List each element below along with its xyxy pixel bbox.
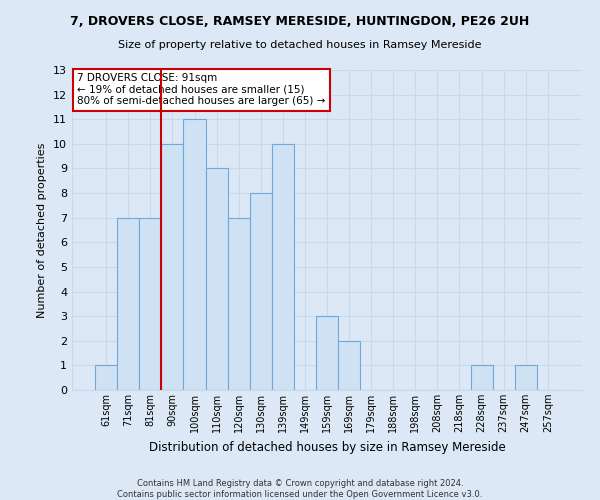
Bar — [515, 366, 537, 390]
Bar — [470, 366, 493, 390]
Bar — [250, 193, 272, 390]
Bar — [316, 316, 338, 390]
Bar — [161, 144, 184, 390]
Text: 7 DROVERS CLOSE: 91sqm
← 19% of detached houses are smaller (15)
80% of semi-det: 7 DROVERS CLOSE: 91sqm ← 19% of detached… — [77, 73, 325, 106]
Text: 7, DROVERS CLOSE, RAMSEY MERESIDE, HUNTINGDON, PE26 2UH: 7, DROVERS CLOSE, RAMSEY MERESIDE, HUNTI… — [70, 15, 530, 28]
Bar — [184, 119, 206, 390]
Text: Contains HM Land Registry data © Crown copyright and database right 2024.: Contains HM Land Registry data © Crown c… — [137, 478, 463, 488]
Bar — [227, 218, 250, 390]
Bar — [338, 341, 360, 390]
Y-axis label: Number of detached properties: Number of detached properties — [37, 142, 47, 318]
Bar — [95, 366, 117, 390]
Bar — [117, 218, 139, 390]
Text: Contains public sector information licensed under the Open Government Licence v3: Contains public sector information licen… — [118, 490, 482, 499]
Bar — [206, 168, 227, 390]
Text: Size of property relative to detached houses in Ramsey Mereside: Size of property relative to detached ho… — [118, 40, 482, 50]
Bar — [272, 144, 294, 390]
X-axis label: Distribution of detached houses by size in Ramsey Mereside: Distribution of detached houses by size … — [149, 440, 505, 454]
Bar — [139, 218, 161, 390]
